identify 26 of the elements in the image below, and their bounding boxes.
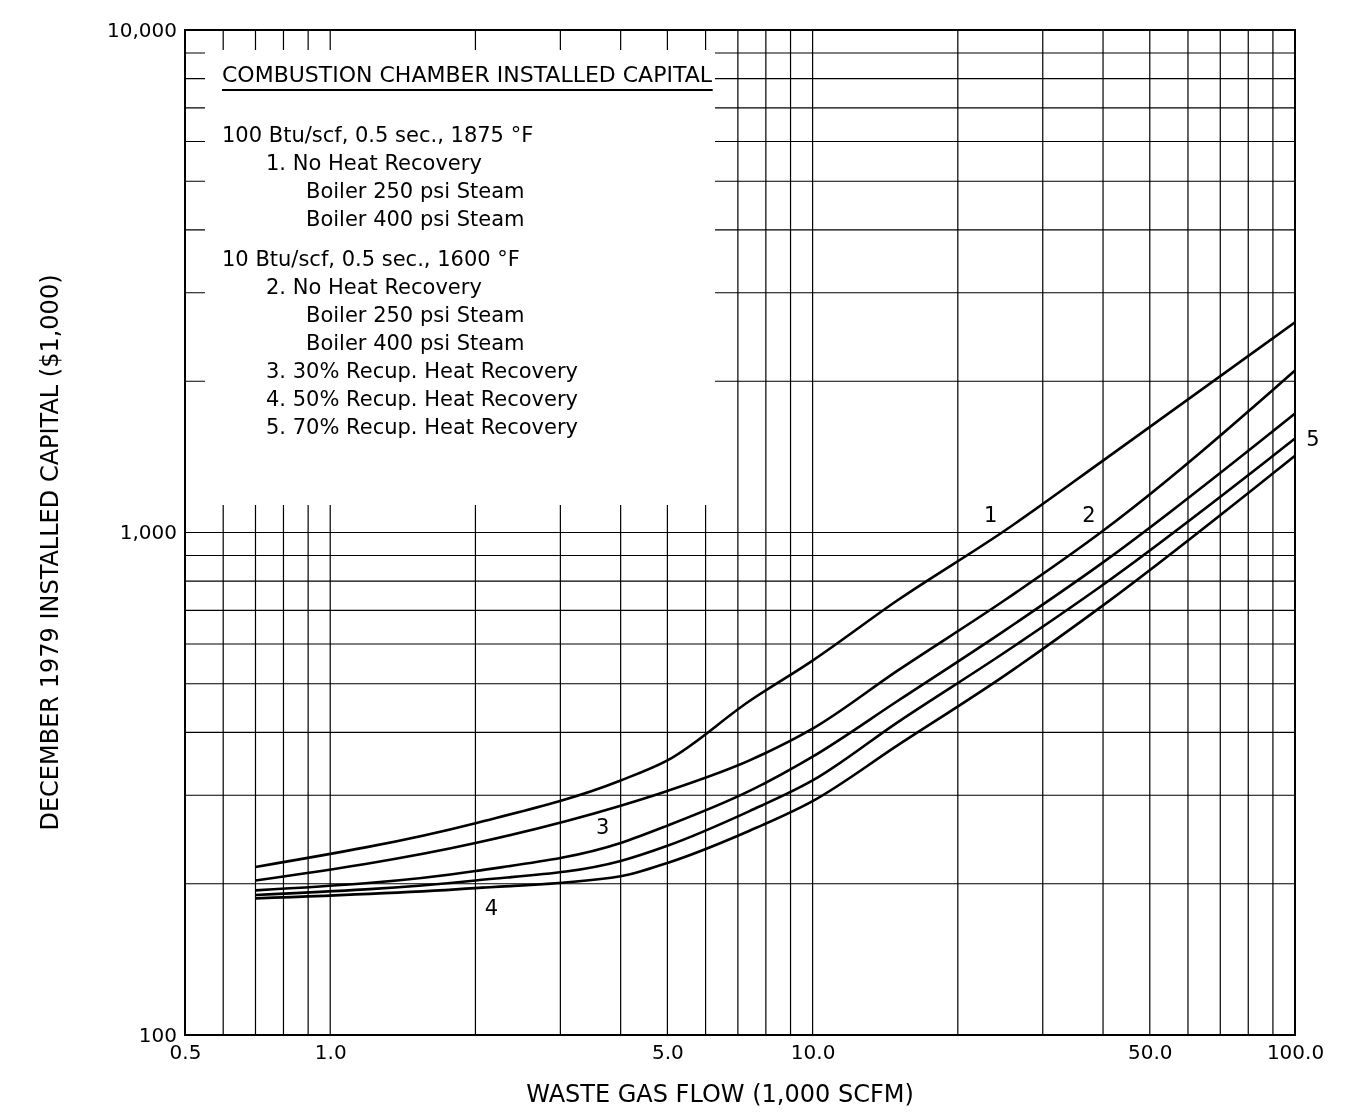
annotation: 10 Btu/scf, 0.5 sec., 1600 °F (222, 247, 520, 271)
series-label: 1 (983, 502, 998, 527)
x-tick-label: 5.0 (651, 1040, 684, 1065)
series-label: 3 (595, 815, 610, 840)
x-tick-label: 100.0 (1266, 1040, 1325, 1065)
annotation: Boiler 400 psi Steam (306, 331, 525, 355)
x-tick-label: 10.0 (790, 1040, 836, 1065)
annotation: 100 Btu/scf, 0.5 sec., 1875 °F (222, 123, 534, 147)
annotation: 1. No Heat Recovery (266, 151, 482, 175)
x-tick-label: 50.0 (1128, 1040, 1173, 1065)
text: COMBUSTION CHAMBER INSTALLED CAPITAL (222, 62, 713, 87)
series-label: 4 (484, 896, 499, 921)
annotation: 3. 30% Recup. Heat Recovery (266, 359, 579, 383)
annotation: Boiler 250 psi Steam (306, 303, 525, 327)
annotation: Boiler 250 psi Steam (306, 179, 525, 203)
annotation: 4. 50% Recup. Heat Recovery (266, 387, 579, 411)
annotation: Boiler 400 psi Steam (306, 207, 525, 231)
y-tick-label: 10,000 (107, 17, 177, 42)
x-tick-label: 1.0 (314, 1040, 347, 1065)
series-label: 2 (1082, 502, 1096, 527)
y-axis-title: DECEMBER 1979 INSTALLED CAPITAL ($1,000) (36, 274, 64, 831)
annotation: 2. No Heat Recovery (266, 275, 482, 299)
y-tick-label: 1,000 (119, 520, 177, 545)
series-label: 5 (1306, 426, 1320, 451)
annotation: 5. 70% Recup. Heat Recovery (266, 415, 579, 439)
x-axis-title: WASTE GAS FLOW (1,000 SCFM) (526, 1080, 914, 1108)
